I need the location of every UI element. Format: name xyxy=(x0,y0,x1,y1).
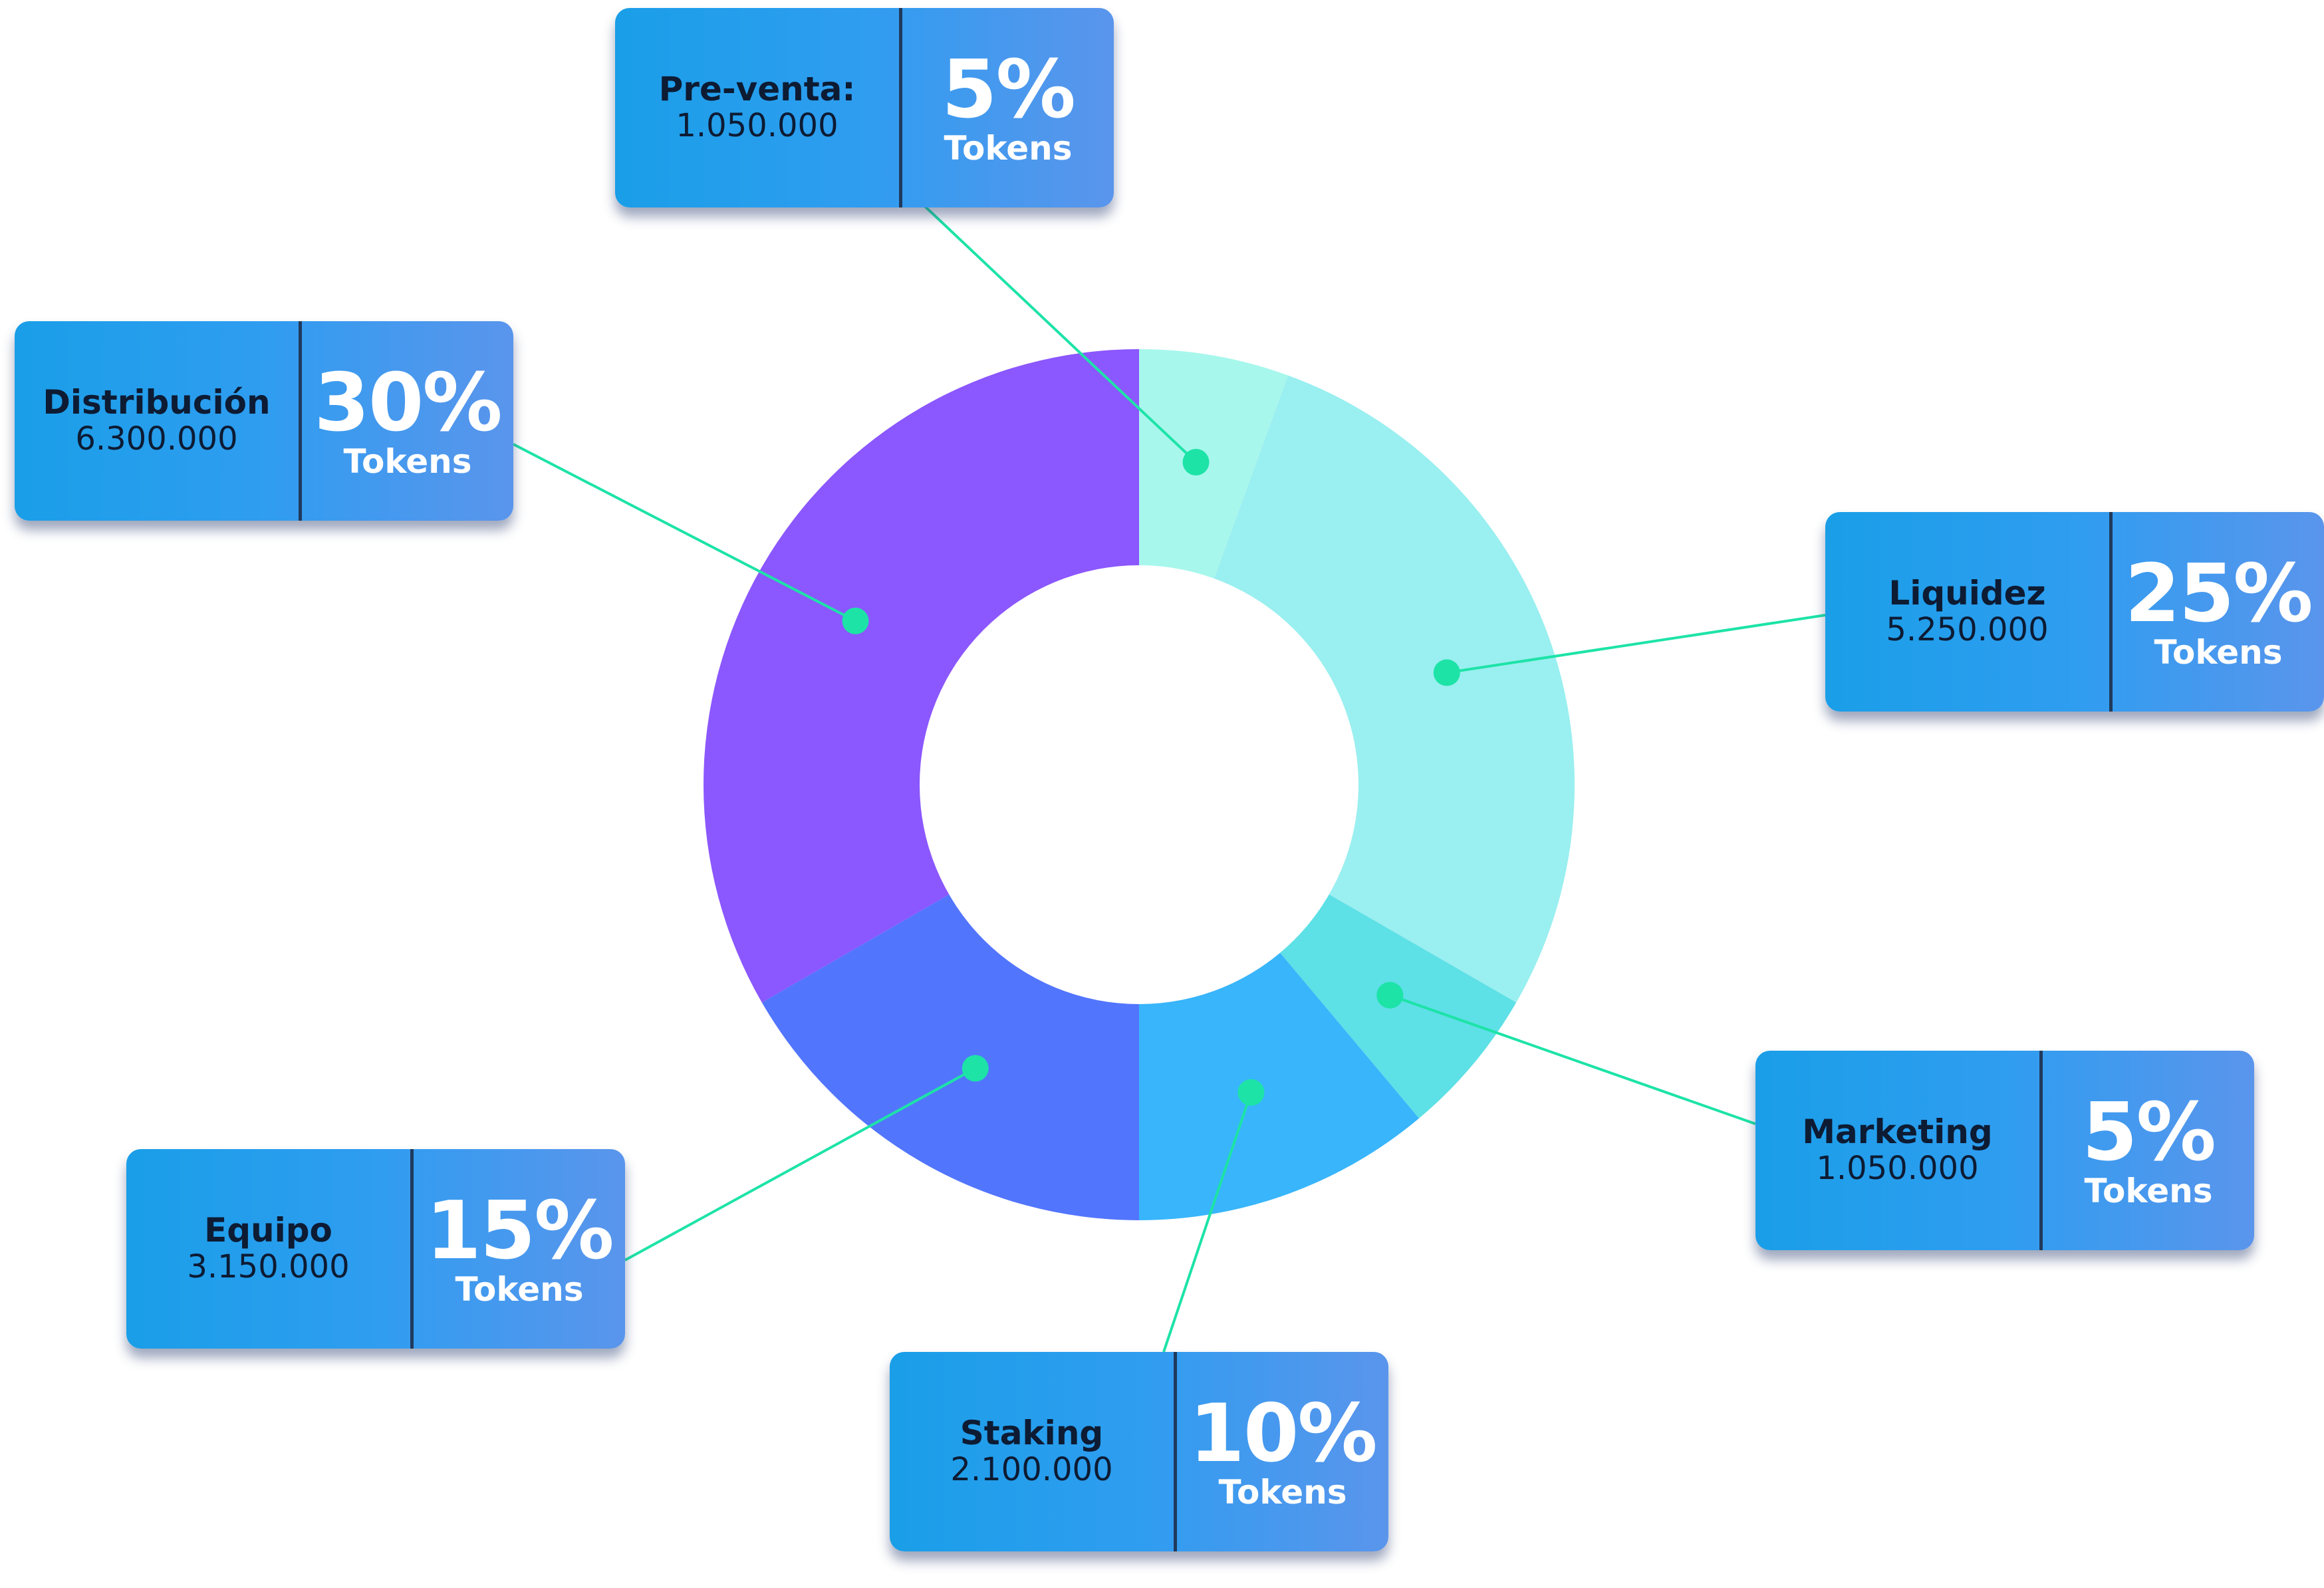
card-info: Equipo 3.150.000 xyxy=(126,1149,414,1349)
slice-percent-staking: 10% xyxy=(1189,1388,1377,1480)
connector-line-liquidez xyxy=(1446,614,1826,674)
connector-line-pre-venta xyxy=(916,198,1197,463)
connector-dot-liquidez xyxy=(1433,659,1460,686)
slice-unit-label: Tokens xyxy=(2084,1172,2213,1210)
slice-amount-staking: 2.100.000 xyxy=(950,1450,1113,1488)
slice-unit-label: Tokens xyxy=(455,1270,584,1309)
slice-percent-pre-venta: 5% xyxy=(942,44,1076,136)
slice-name-pre-venta: Pre-venta: xyxy=(658,69,856,108)
card-info: Pre-venta: 1.050.000 xyxy=(615,8,902,207)
connector-dot-pre-venta xyxy=(1182,448,1210,475)
donut-hole xyxy=(920,565,1358,1004)
card-liquidez: Liquidez 5.250.000 25% Tokens xyxy=(1825,512,2324,712)
slice-percent-marketing: 5% xyxy=(2082,1087,2216,1179)
card-share: 25% Tokens xyxy=(2113,512,2324,712)
connector-line-equipo xyxy=(624,1067,976,1261)
card-share: 30% Tokens xyxy=(302,321,513,521)
connector-line-distribucion xyxy=(513,443,856,622)
slice-percent-distribucion: 30% xyxy=(314,357,502,450)
connector-line-marketing xyxy=(1389,993,1756,1125)
slice-amount-marketing: 1.050.000 xyxy=(1816,1149,1979,1187)
card-info: Liquidez 5.250.000 xyxy=(1825,512,2113,712)
connectors xyxy=(513,198,1826,1353)
card-share: 5% Tokens xyxy=(902,8,1114,207)
slice-unit-label: Tokens xyxy=(343,442,472,481)
slice-name-staking: Staking xyxy=(960,1413,1104,1452)
slice-percent-equipo: 15% xyxy=(426,1185,614,1277)
card-info: Marketing 1.050.000 xyxy=(1755,1051,2043,1250)
card-share: 15% Tokens xyxy=(414,1149,625,1349)
card-info: Staking 2.100.000 xyxy=(890,1352,1177,1551)
slice-amount-liquidez: 5.250.000 xyxy=(1886,610,2049,648)
slice-unit-label: Tokens xyxy=(944,129,1073,168)
card-info: Distribución 6.300.000 xyxy=(15,321,302,521)
slice-amount-pre-venta: 1.050.000 xyxy=(676,106,839,144)
slice-name-liquidez: Liquidez xyxy=(1888,573,2046,612)
card-marketing: Marketing 1.050.000 5% Tokens xyxy=(1755,1051,2254,1250)
card-distribucion: Distribución 6.300.000 30% Tokens xyxy=(15,321,513,521)
slice-amount-equipo: 3.150.000 xyxy=(187,1248,350,1285)
slice-unit-label: Tokens xyxy=(1218,1473,1347,1512)
slice-percent-liquidez: 25% xyxy=(2125,548,2313,640)
card-share: 5% Tokens xyxy=(2043,1051,2254,1250)
connector-dot-distribucion xyxy=(842,607,869,634)
slice-name-equipo: Equipo xyxy=(204,1210,332,1250)
connector-dot-equipo xyxy=(962,1055,989,1082)
card-staking: Staking 2.100.000 10% Tokens xyxy=(890,1352,1388,1551)
slice-name-marketing: Marketing xyxy=(1802,1112,1993,1151)
card-pre-venta: Pre-venta: 1.050.000 5% Tokens xyxy=(615,8,1114,207)
connector-dot-staking xyxy=(1237,1079,1265,1106)
connector-dot-marketing xyxy=(1376,982,1404,1009)
slice-name-distribucion: Distribución xyxy=(43,382,271,422)
slice-unit-label: Tokens xyxy=(2154,633,2283,672)
connector-line-staking xyxy=(1162,1092,1253,1353)
card-equipo: Equipo 3.150.000 15% Tokens xyxy=(126,1149,625,1349)
slice-amount-distribucion: 6.300.000 xyxy=(75,420,238,458)
card-share: 10% Tokens xyxy=(1177,1352,1388,1551)
